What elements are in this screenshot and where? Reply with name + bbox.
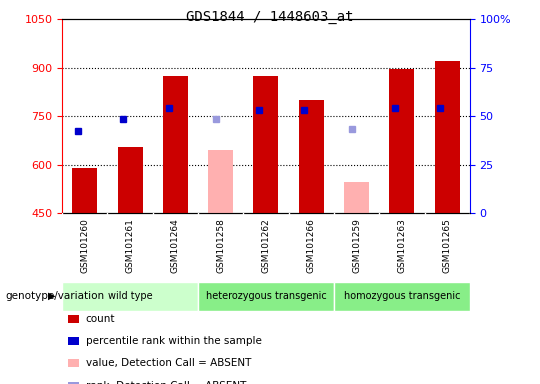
Text: GSM101261: GSM101261 — [126, 218, 134, 273]
Bar — [208, 150, 233, 213]
Text: wild type: wild type — [108, 291, 152, 301]
Bar — [253, 76, 279, 213]
Text: GDS1844 / 1448603_at: GDS1844 / 1448603_at — [186, 10, 354, 23]
Bar — [344, 182, 369, 213]
Text: rank, Detection Call = ABSENT: rank, Detection Call = ABSENT — [86, 381, 246, 384]
Text: GSM101258: GSM101258 — [216, 218, 225, 273]
Text: GSM101263: GSM101263 — [397, 218, 406, 273]
Bar — [72, 168, 97, 213]
Text: GSM101266: GSM101266 — [307, 218, 316, 273]
Text: GSM101265: GSM101265 — [443, 218, 451, 273]
Text: count: count — [86, 314, 116, 324]
Bar — [299, 100, 323, 213]
Bar — [118, 147, 143, 213]
Text: GSM101264: GSM101264 — [171, 218, 180, 273]
Text: heterozygous transgenic: heterozygous transgenic — [206, 291, 326, 301]
Text: GSM101260: GSM101260 — [80, 218, 89, 273]
Bar — [62, 282, 198, 311]
Text: percentile rank within the sample: percentile rank within the sample — [86, 336, 262, 346]
Text: GSM101259: GSM101259 — [352, 218, 361, 273]
Text: homozygous transgenic: homozygous transgenic — [343, 291, 460, 301]
Bar — [334, 282, 470, 311]
Text: GSM101262: GSM101262 — [261, 218, 271, 273]
Bar — [198, 282, 334, 311]
Bar — [163, 76, 188, 213]
Text: value, Detection Call = ABSENT: value, Detection Call = ABSENT — [86, 358, 251, 368]
Bar — [389, 69, 414, 213]
Text: genotype/variation: genotype/variation — [5, 291, 105, 301]
Text: ▶: ▶ — [48, 291, 56, 301]
Bar — [435, 61, 460, 213]
